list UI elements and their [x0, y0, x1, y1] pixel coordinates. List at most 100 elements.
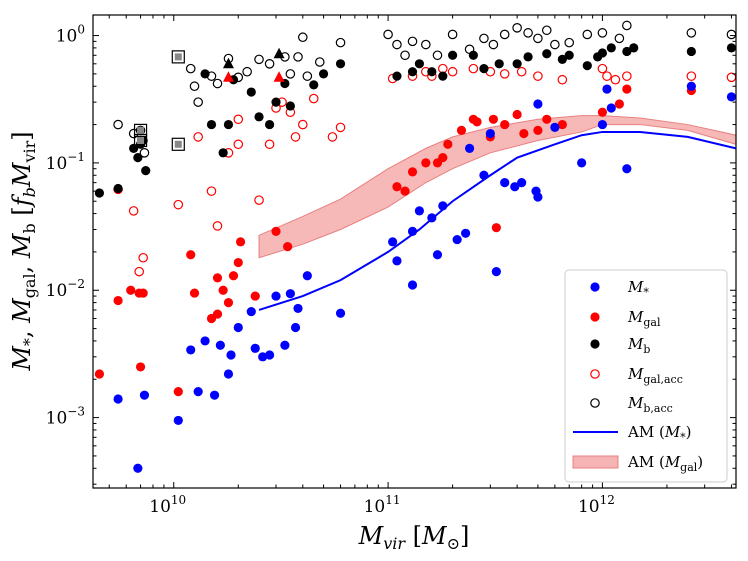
point-mb-acc: [302, 71, 313, 81]
point-mstar: [280, 340, 290, 350]
point-mb: [512, 59, 522, 69]
point-mgal: [519, 128, 529, 139]
legend-mb-label: Mb: [627, 335, 650, 356]
y-tick-label: 100: [56, 23, 85, 47]
point-mb: [582, 61, 592, 71]
point-mb: [94, 188, 105, 198]
point-mb-acc: [686, 28, 697, 38]
legend-am-mgal-swatch: [572, 455, 619, 469]
x-tick-label: 1012: [578, 493, 615, 517]
point-mb: [726, 43, 737, 53]
point-mgal: [472, 117, 482, 127]
point-mstar: [461, 228, 471, 238]
point-mstar: [438, 201, 448, 211]
point-mstar: [533, 192, 543, 202]
legend-am-mgal-label: AM (Mgal): [627, 453, 703, 474]
point-mgal-acc: [516, 66, 527, 77]
point-mb-acc: [392, 39, 402, 50]
point-mgal-acc: [533, 71, 543, 81]
point-mgal-acc: [212, 221, 223, 231]
point-mstar: [290, 322, 301, 333]
point-mb: [468, 50, 478, 60]
point-mstar: [293, 303, 303, 314]
point-mgal: [283, 242, 293, 252]
point-mstar: [577, 158, 587, 168]
point-mb: [564, 50, 574, 60]
point-mgal-acc: [254, 195, 264, 205]
point-mstar: [597, 119, 608, 130]
point-mb-acc: [622, 20, 632, 31]
point-mb: [407, 67, 418, 77]
point-mgal: [443, 139, 453, 149]
point-mb-acc: [582, 29, 593, 40]
point-mstar: [186, 345, 196, 355]
point-mb-acc: [254, 54, 264, 65]
point-mb: [318, 69, 329, 79]
y-tick-label: 10−3: [46, 405, 85, 429]
point-mb: [606, 43, 616, 53]
point-mb: [133, 153, 143, 163]
point-mgal: [512, 109, 522, 120]
point-mstar: [533, 99, 543, 109]
point-mgal-acc: [138, 252, 148, 263]
point-mstar: [452, 234, 462, 245]
point-mb-acc: [541, 25, 552, 36]
point-mgal-acc: [602, 71, 612, 81]
square-marker: [133, 133, 148, 148]
legend-mgal-acc-label: Mgal,acc: [627, 365, 683, 386]
point-mgal: [597, 107, 608, 117]
point-mstar: [258, 352, 268, 362]
point-mgal-acc: [610, 74, 621, 85]
point-mgal-acc: [622, 71, 632, 81]
point-mb-acc: [212, 78, 223, 89]
point-mb-acc: [432, 50, 443, 61]
point-mgal: [233, 257, 243, 268]
point-mb-acc: [533, 33, 543, 44]
point-mb-acc: [113, 119, 123, 130]
point-mstar: [491, 267, 501, 277]
point-mstar: [622, 164, 632, 174]
point-mstar: [302, 271, 312, 281]
point-mb: [206, 119, 217, 130]
point-mb: [494, 59, 504, 69]
point-mgal-acc: [264, 139, 275, 150]
point-mb-acc: [523, 28, 533, 38]
point-mgal-acc: [173, 199, 184, 210]
point-mstar: [388, 237, 398, 247]
triangle-marker: [222, 71, 234, 82]
point-mb: [335, 59, 346, 69]
point-mgal: [533, 125, 543, 135]
point-mgal: [212, 273, 223, 283]
point-mgal: [421, 158, 431, 168]
point-mgal: [392, 182, 402, 192]
legend-mb-acc-marker: [590, 398, 600, 408]
point-mstar: [226, 350, 236, 360]
point-mb: [254, 112, 264, 122]
point-mstar: [246, 306, 256, 317]
point-mb: [557, 54, 567, 64]
point-mstar: [209, 390, 220, 400]
point-mstar: [407, 226, 418, 236]
point-mgal: [223, 297, 234, 308]
legend-mstar-label: M*: [627, 278, 649, 299]
legend: M* Mgal Mb Mgal,acc Mb,acc AM (M*) AM (Mgal): [564, 269, 728, 483]
triangle-marker: [273, 47, 285, 59]
legend-mgal-marker: [590, 312, 600, 322]
point-mstar: [550, 122, 560, 132]
point-mb: [597, 48, 608, 58]
point-mstar: [285, 289, 295, 299]
point-mstar: [250, 343, 260, 353]
point-mgal: [126, 285, 136, 295]
point-mgal-acc: [308, 93, 319, 104]
point-mb-acc: [614, 33, 625, 44]
point-mb: [414, 59, 425, 69]
point-mgal: [235, 237, 246, 247]
point-mgal-acc: [290, 132, 301, 142]
point-mstar: [517, 178, 527, 188]
point-mgal: [557, 119, 567, 130]
point-mb: [271, 97, 281, 107]
legend-mb-acc-label: Mb,acc: [627, 394, 673, 415]
point-mb: [479, 64, 489, 74]
point-mstar: [223, 369, 234, 379]
square-marker-inner: [174, 140, 182, 148]
